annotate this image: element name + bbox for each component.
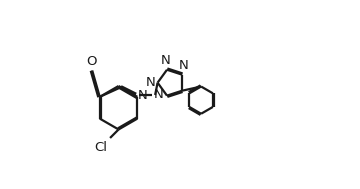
Text: O: O (86, 55, 96, 68)
Text: N: N (154, 88, 164, 101)
Text: N: N (161, 54, 171, 67)
Text: N: N (178, 59, 188, 72)
Text: N: N (138, 89, 148, 102)
Text: Cl: Cl (94, 141, 107, 154)
Text: N: N (145, 76, 155, 89)
